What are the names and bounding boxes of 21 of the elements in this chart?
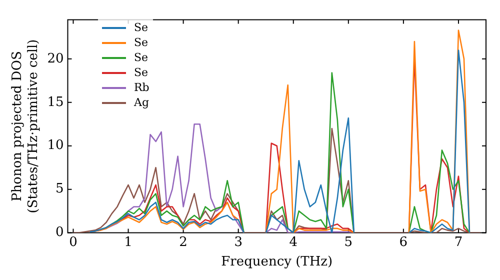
legend-label: Ag	[134, 95, 149, 110]
y-tick-label: 0	[55, 225, 64, 240]
x-tick-label: 3	[234, 234, 242, 250]
x-tick-label: 1	[124, 234, 132, 250]
legend-label: Se	[134, 50, 148, 65]
y-tick-label: 5	[55, 182, 64, 197]
y-tick-label: 10	[47, 138, 64, 154]
legend-label: Se	[134, 20, 148, 35]
legend-label: Rb	[134, 80, 150, 95]
x-axis-title: Frequency (THz)	[221, 254, 333, 270]
legend-label: Se	[134, 65, 148, 80]
x-tick-label: 6	[399, 234, 408, 250]
y-tick-label: 20	[47, 51, 64, 66]
x-tick-label: 2	[179, 234, 188, 250]
x-tick-label: 0	[69, 234, 78, 250]
legend-label: Se	[134, 35, 148, 50]
x-tick-label: 4	[289, 234, 298, 250]
x-tick-label: 5	[344, 234, 353, 250]
y-axis-title: Phonon projected DOS (States/THz·primitive cell)	[10, 39, 41, 214]
x-tick-label: 7	[454, 234, 463, 250]
y-tick-label: 15	[47, 94, 64, 110]
